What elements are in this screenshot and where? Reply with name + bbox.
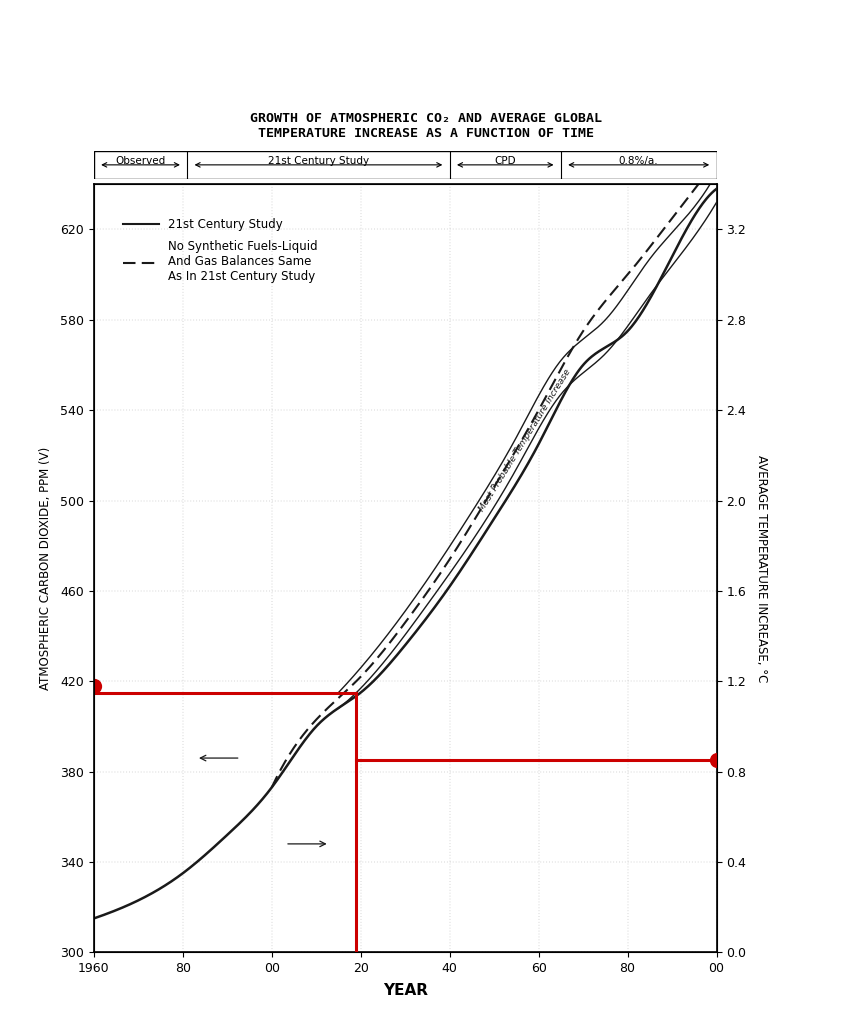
Y-axis label: AVERAGE TEMPERATURE INCREASE, °C: AVERAGE TEMPERATURE INCREASE, °C <box>754 455 767 682</box>
Text: CPD: CPD <box>494 156 515 166</box>
Text: GROWTH OF ATMOSPHERIC CO₂ AND AVERAGE GLOBAL
TEMPERATURE INCREASE AS A FUNCTION : GROWTH OF ATMOSPHERIC CO₂ AND AVERAGE GL… <box>250 113 602 140</box>
Y-axis label: ATMOSPHERIC CARBON DIOXIDE, PPM (V): ATMOSPHERIC CARBON DIOXIDE, PPM (V) <box>38 446 52 690</box>
Text: Most Probable Temperature Increase: Most Probable Temperature Increase <box>477 368 572 513</box>
X-axis label: YEAR: YEAR <box>383 983 427 998</box>
Text: 21st Century Study: 21st Century Study <box>268 156 369 166</box>
Text: 0.8%/a.: 0.8%/a. <box>619 156 658 166</box>
Text: Observed: Observed <box>115 156 165 166</box>
Legend: 21st Century Study, No Synthetic Fuels-Liquid
And Gas Balances Same
As In 21st C: 21st Century Study, No Synthetic Fuels-L… <box>118 213 322 288</box>
